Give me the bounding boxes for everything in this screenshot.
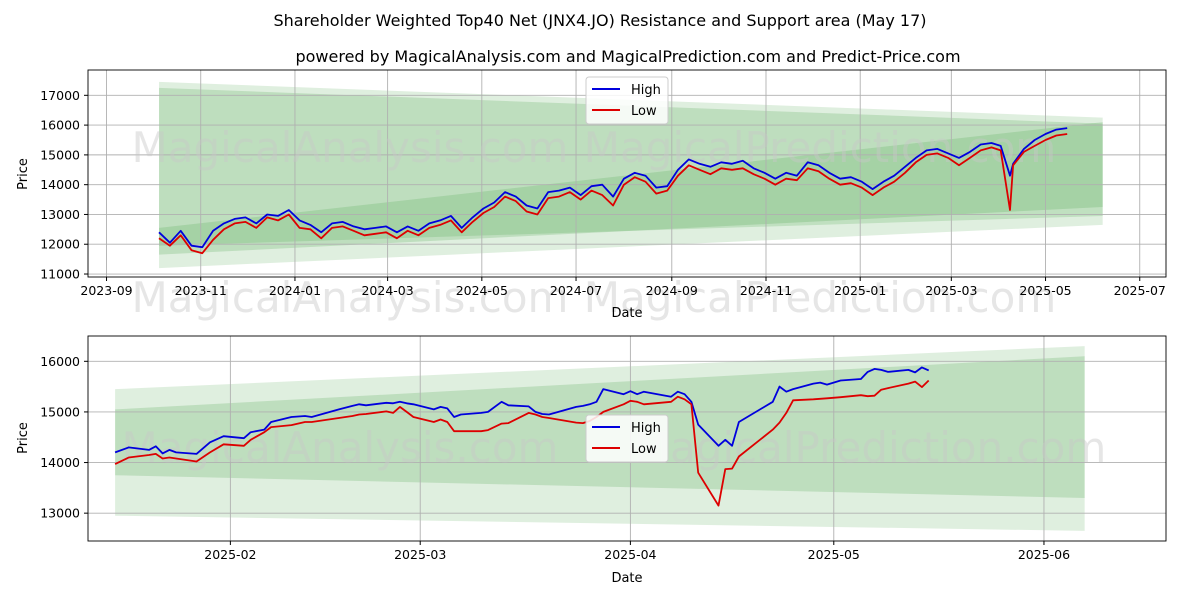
y-tick-label: 12000: [40, 237, 80, 252]
top-plot-frame: [87, 69, 1167, 278]
top-legend: High Low: [585, 76, 669, 125]
x-tick-label: 2025-06: [1018, 547, 1070, 562]
y-tick-label: 11000: [40, 267, 80, 282]
series-line-high: [158, 127, 1068, 249]
top-y-axis-label: Price: [16, 158, 31, 190]
x-tick-label: 2023-11: [175, 283, 227, 298]
x-tick-label: 2024-07: [550, 283, 602, 298]
bottom-legend: High Low: [585, 414, 669, 463]
x-tick-label: 2025-07: [1114, 283, 1166, 298]
y-tick-label: 15000: [40, 147, 80, 162]
bottom-x-axis-label: Date: [611, 571, 642, 586]
top-chart-panel: MagicalAnalysis.com MagicalPrediction.co…: [16, 69, 1167, 322]
y-tick-label: 16000: [40, 354, 80, 369]
top-x-axis-label: Date: [611, 306, 642, 321]
y-tick-label: 13000: [40, 506, 80, 521]
y-tick-label: 16000: [40, 118, 80, 133]
bottom-chart-panel: MagicalAnalysis.com MagicalPrediction.co…: [16, 335, 1167, 586]
x-tick-label: 2024-11: [740, 283, 792, 298]
legend-low-label: Low: [631, 104, 657, 119]
x-tick-label: 2024-01: [269, 283, 321, 298]
series-line-high: [114, 366, 930, 455]
legend-high-label: High: [631, 83, 661, 98]
watermark-analysis: MagicalAnalysis.com: [132, 123, 569, 172]
x-tick-label: 2025-05: [1019, 283, 1071, 298]
y-tick-label: 15000: [40, 404, 80, 419]
x-tick-label: 2025-05: [808, 547, 860, 562]
series-line-low: [114, 379, 930, 507]
x-tick-label: 2024-03: [361, 283, 413, 298]
x-tick-label: 2024-05: [456, 283, 508, 298]
y-tick-label: 13000: [40, 207, 80, 222]
chart-subtitle: powered by MagicalAnalysis.com and Magic…: [295, 47, 960, 66]
x-tick-label: 2025-01: [834, 283, 886, 298]
x-tick-label: 2025-03: [925, 283, 977, 298]
x-tick-label: 2025-02: [204, 547, 256, 562]
y-tick-label: 17000: [40, 88, 80, 103]
watermark-analysis: MagicalAnalysis.com: [122, 423, 559, 472]
watermark-prediction: MagicalPrediction.com: [634, 423, 1107, 472]
band-resistance-support-inner: [159, 87, 1103, 255]
watermark-analysis: MagicalAnalysis.com: [132, 273, 569, 322]
chart-title: Shareholder Weighted Top40 Net (JNX4.JO)…: [273, 11, 926, 30]
y-tick-label: 14000: [40, 177, 80, 192]
bottom-plot-frame: [87, 335, 1167, 542]
watermark-prediction: MagicalPrediction.com: [584, 123, 1057, 172]
x-tick-label: 2025-03: [394, 547, 446, 562]
legend-high-label: High: [631, 421, 661, 436]
x-tick-label: 2025-04: [604, 547, 656, 562]
watermark-prediction: MagicalPrediction.com: [584, 273, 1057, 322]
series-line-low: [158, 133, 1068, 255]
x-tick-label: 2024-09: [646, 283, 698, 298]
bottom-y-axis-label: Price: [16, 422, 31, 454]
y-tick-label: 14000: [40, 455, 80, 470]
x-tick-label: 2023-09: [80, 283, 132, 298]
legend-low-label: Low: [631, 442, 657, 457]
